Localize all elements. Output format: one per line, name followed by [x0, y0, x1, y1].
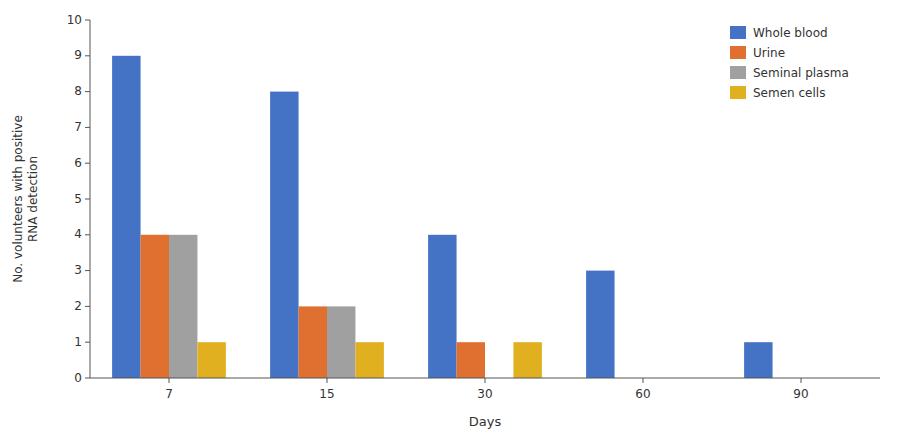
bar — [744, 342, 772, 378]
y-tick-label: 1 — [74, 335, 82, 349]
y-tick-label: 2 — [74, 299, 82, 313]
y-tick-label: 9 — [74, 48, 82, 62]
legend-label: Whole blood — [753, 26, 828, 40]
y-tick-label: 7 — [74, 120, 82, 134]
x-tick-label: 7 — [165, 387, 173, 401]
bar — [327, 306, 355, 378]
x-tick — [169, 378, 170, 383]
bar — [112, 56, 140, 378]
y-tick — [85, 342, 90, 343]
legend-swatch — [730, 26, 746, 39]
bar — [355, 342, 383, 378]
legend-label: Semen cells — [753, 86, 825, 100]
legend-label: Seminal plasma — [753, 66, 849, 80]
x-tick — [643, 378, 644, 383]
y-axis-label: No. volunteers with positiveRNA detectio… — [11, 115, 40, 283]
y-tick-label: 6 — [74, 156, 82, 170]
bar — [513, 342, 541, 378]
legend: Whole blood Urine Seminal plasma Semen cell… — [730, 26, 849, 100]
y-tick — [85, 270, 90, 271]
x-tick — [801, 378, 802, 383]
chart: 0 1 2 3 4 5 6 7 8 9 10 7 15 30 60 90 Days No. volunteers … — [0, 0, 900, 436]
legend-swatch — [730, 66, 746, 79]
x-tick-label: 60 — [635, 387, 650, 401]
bar — [270, 92, 298, 378]
y-tick-label: 5 — [74, 192, 82, 206]
x-tick-label: 90 — [793, 387, 808, 401]
y-tick-label: 8 — [74, 84, 82, 98]
bar — [299, 306, 327, 378]
y-tick — [85, 127, 90, 128]
bar — [197, 342, 225, 378]
y-tick — [85, 306, 90, 307]
bar — [586, 271, 614, 378]
y-tick — [85, 199, 90, 200]
bar — [141, 235, 169, 378]
bar — [169, 235, 197, 378]
y-tick-label: 10 — [67, 13, 82, 27]
y-tick — [85, 20, 90, 21]
legend-swatch — [730, 86, 746, 99]
x-tick — [327, 378, 328, 383]
y-tick — [85, 378, 90, 379]
y-tick — [85, 91, 90, 92]
y-tick — [85, 163, 90, 164]
legend-label: Urine — [753, 46, 785, 60]
y-tick-label: 4 — [74, 227, 82, 241]
bar — [428, 235, 456, 378]
y-tick-label: 0 — [74, 371, 82, 385]
y-tick — [85, 234, 90, 235]
bar — [457, 342, 485, 378]
legend-swatch — [730, 46, 746, 59]
x-tick-label: 30 — [477, 387, 492, 401]
y-tick — [85, 55, 90, 56]
x-axis-label: Days — [469, 414, 502, 429]
y-tick-label: 3 — [74, 263, 82, 277]
x-tick — [485, 378, 486, 383]
bars — [112, 56, 772, 378]
x-tick-label: 15 — [319, 387, 334, 401]
axes: 0 1 2 3 4 5 6 7 8 9 10 7 15 30 60 90 — [67, 13, 880, 402]
